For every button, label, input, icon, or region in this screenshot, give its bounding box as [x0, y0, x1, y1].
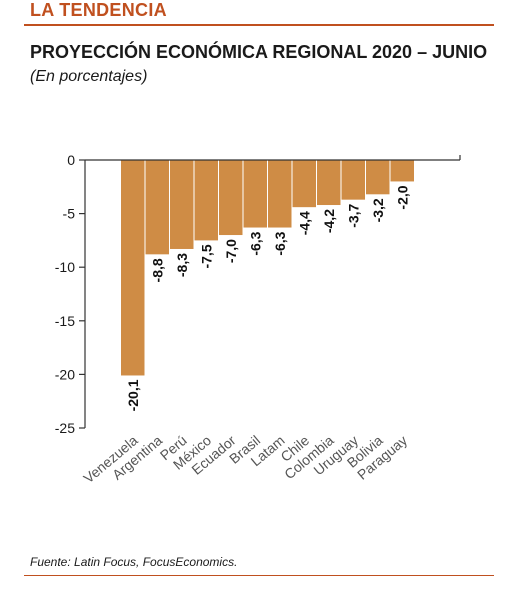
bar-bolivia	[366, 160, 390, 195]
y-tick-label: -15	[55, 313, 75, 329]
bar-uruguay	[341, 160, 365, 200]
bar-perú	[170, 160, 194, 249]
chart-title: PROYECCIÓN ECONÓMICA REGIONAL 2020 – JUN…	[30, 42, 488, 62]
data-label: -4,4	[296, 211, 312, 235]
chart-subtitle: (En porcentajes)	[30, 68, 148, 85]
bar-chile	[292, 160, 316, 208]
y-tick-label: 0	[67, 152, 75, 168]
data-label: -3,7	[345, 203, 361, 227]
y-tick-label: -25	[55, 420, 75, 436]
bar-argentina	[145, 160, 169, 255]
source-note: Fuente: Latin Focus, FocusEconomics.	[30, 555, 238, 569]
bar-méxico	[194, 160, 218, 241]
data-label: -2,0	[394, 185, 410, 209]
bar-paraguay	[390, 160, 414, 182]
data-label: -8,8	[149, 258, 165, 282]
bar-chart: 0 -5 -10 -15 -20 -25 -20,1 -8,8 -8,3 -7,5 -7,0 -6,3…	[55, 152, 461, 486]
data-label: -3,2	[370, 198, 386, 222]
bottom-divider	[24, 575, 494, 576]
y-tick-label: -5	[63, 206, 76, 222]
y-tick-label: -10	[55, 259, 75, 275]
section-header: LA TENDENCIA	[30, 0, 167, 20]
data-label: -6,3	[272, 231, 288, 255]
bar-brasil	[243, 160, 267, 228]
data-label: -8,3	[174, 253, 190, 277]
bar-ecuador	[219, 160, 243, 236]
bar-latam	[268, 160, 292, 228]
data-label: -7,5	[198, 244, 214, 268]
data-label: -6,3	[247, 231, 263, 255]
bar-venezuela	[121, 160, 145, 376]
section-divider	[24, 24, 494, 26]
y-tick-label: -20	[55, 366, 75, 382]
data-label: -20,1	[125, 379, 141, 411]
bar-colombia	[317, 160, 341, 206]
data-label: -7,0	[223, 239, 239, 263]
data-label: -4,2	[321, 209, 337, 233]
